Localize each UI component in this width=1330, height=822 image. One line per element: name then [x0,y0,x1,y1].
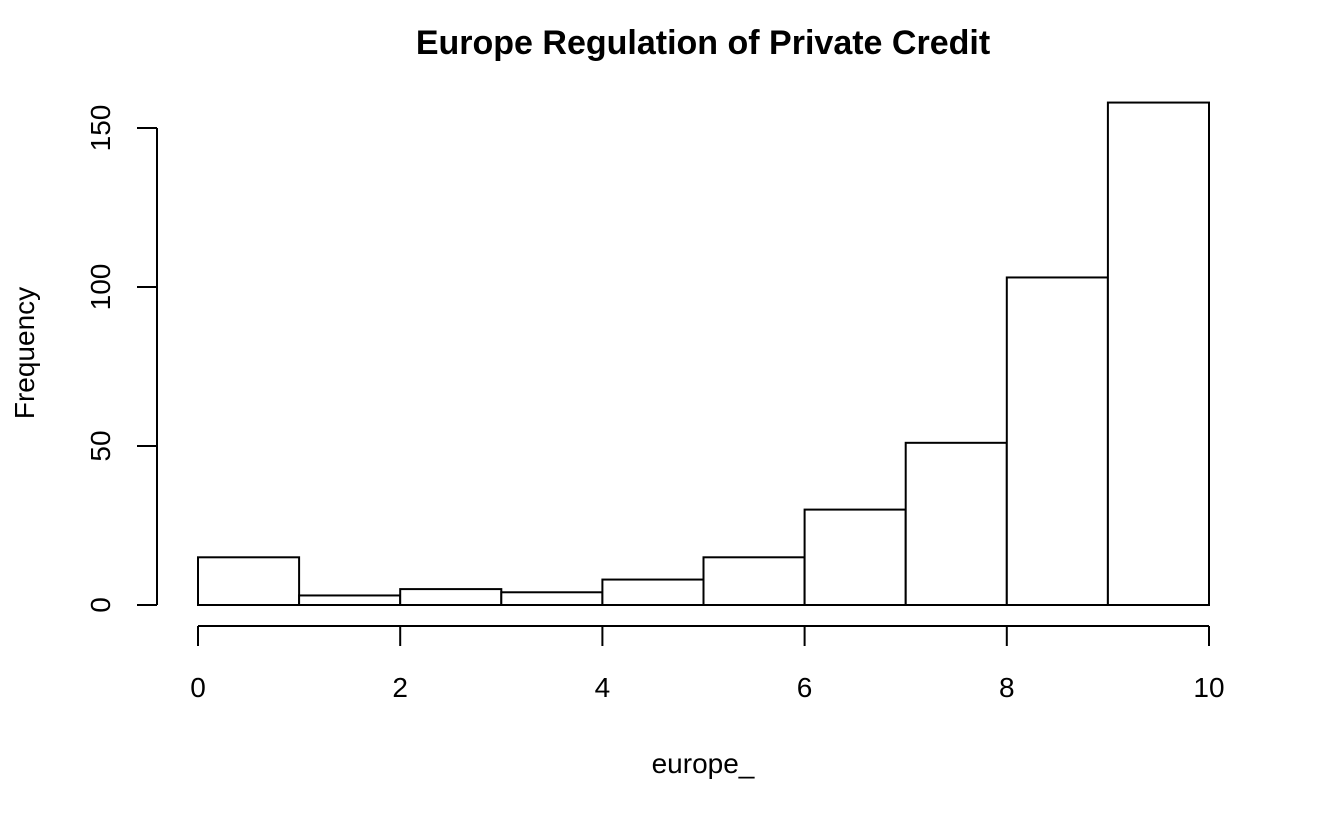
histogram-bar-8 [1005,276,1109,606]
histogram-bar-3 [500,591,604,607]
histogram-bar-1 [298,594,402,607]
x-axis-label: europe_ [652,748,755,779]
y-axis-label: Frequency [9,287,40,419]
x-tick-label: 8 [999,672,1015,703]
histogram-bar-4 [601,578,705,606]
x-tick-label: 2 [392,672,408,703]
histogram-bar-2 [399,588,503,606]
x-tick-label: 0 [190,672,206,703]
x-tick-label: 6 [797,672,813,703]
histogram-bar-7 [904,441,1008,606]
x-tick-label: 4 [595,672,611,703]
histogram-bar-0 [197,556,301,606]
histogram-bar-6 [803,508,907,607]
bars-group [197,101,1211,607]
chart-title: Europe Regulation of Private Credit [416,24,990,62]
y-tick-label: 150 [85,105,116,152]
y-tick-label: 50 [85,430,116,461]
y-axis: 0 50 100 150 [85,105,158,613]
x-tick-label: 10 [1193,672,1224,703]
y-tick-label: 0 [85,597,116,613]
histogram-bar-9 [1106,101,1211,606]
x-axis: 0 2 4 6 8 10 [190,625,1225,703]
y-tick-label: 100 [85,264,116,311]
histogram-bar-5 [702,556,806,606]
